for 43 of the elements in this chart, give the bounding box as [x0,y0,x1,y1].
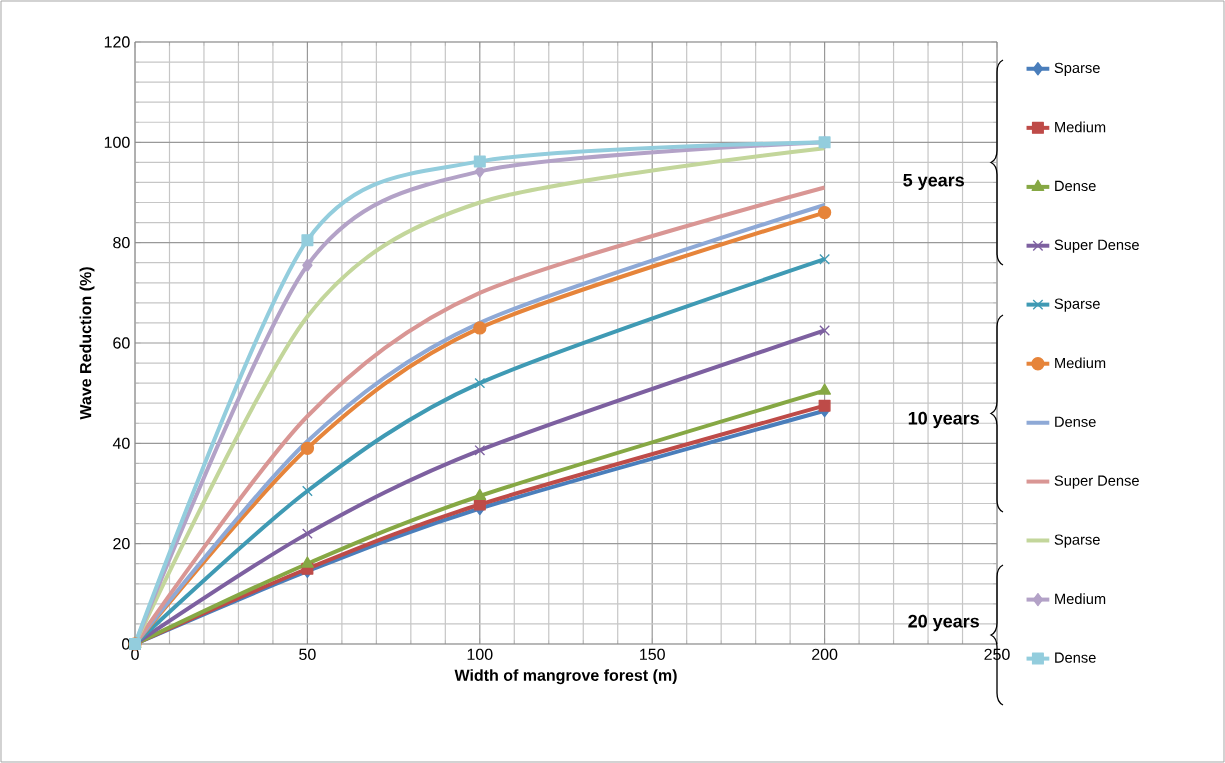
point [473,488,487,500]
y-axis-title: Wave Reduction (%) [79,267,95,420]
point [473,321,487,335]
point [302,258,313,272]
x-tick-label: 150 [640,648,665,661]
y-tick-label: 60 [113,337,130,349]
point [818,399,831,412]
y-tick-label: 40 [112,437,130,449]
y-tick-label: 20 [113,537,130,550]
x-axis-title: Width of mangrove forest (m) [454,669,677,685]
legend-label: Sparse [1054,62,1100,76]
point [817,205,832,220]
point [818,383,832,395]
point [300,556,314,568]
point [300,441,315,456]
legend-label: Medium [1055,357,1106,369]
point [819,325,830,336]
point [301,234,314,247]
y-tick-label: 100 [104,136,130,148]
annotation: 20 years [908,614,979,632]
point [473,155,486,168]
legend-label: Medium [1055,593,1106,605]
legend-label: Dense [1055,416,1096,427]
legend-label: Super Dense [1054,475,1139,489]
legend-label: Medium [1055,121,1106,133]
legend-label: Sparse [1054,534,1100,548]
point [302,485,313,497]
annotation: 5 years [903,173,964,191]
point [819,253,830,265]
x-tick-label: 50 [299,648,316,661]
point [473,498,486,511]
legend-label: Super Dense [1054,239,1139,253]
point [474,377,486,389]
point [302,528,313,540]
x-tick-label: 200 [812,648,838,661]
y-tick-label: 120 [104,36,130,48]
legend-label: Sparse [1054,298,1100,312]
legend-label: Dense [1055,180,1096,192]
y-tick-label: 80 [113,237,130,249]
x-tick-label: 100 [467,648,493,661]
point [474,444,486,456]
annotation: 10 years [908,411,979,429]
legend-label: Dense [1055,652,1096,663]
